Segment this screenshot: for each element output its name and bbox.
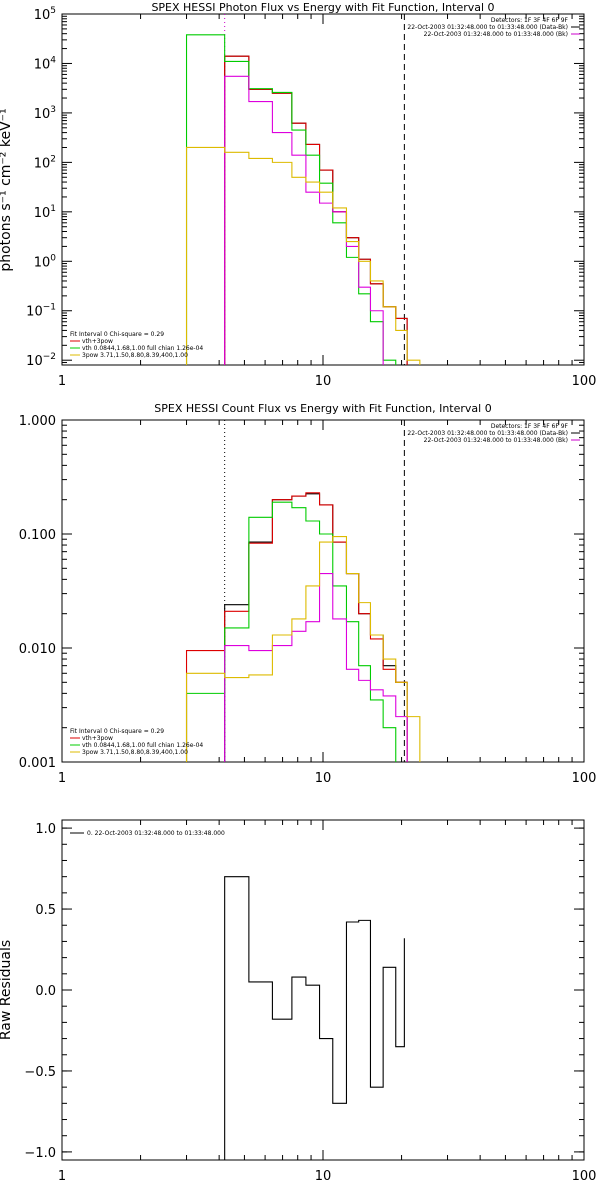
chart-panel-0: SPEX HESSI Photon Flux vs Energy with Fi…: [0, 1, 596, 389]
time-interval-note: 22-Oct-2003 01:32:48.000 to 01:33:48.000…: [407, 430, 568, 437]
y-tick-base: 10: [34, 206, 51, 221]
series-line-0: [224, 876, 405, 1160]
series-line-3: [224, 75, 384, 365]
x-tick-label: 100: [572, 1169, 597, 1184]
y-tick-base: 10: [34, 57, 51, 72]
y-tick-label: 102: [34, 154, 56, 171]
y-tick-label: 0.5: [35, 903, 56, 918]
chart-title: SPEX HESSI Count Flux vs Energy with Fit…: [154, 402, 491, 415]
series-line-0: [224, 55, 408, 365]
fit-legend-entry: vth 0.0844,1.68,1.00 full chian 1.26e-04: [82, 345, 203, 352]
y-tick-base: 10: [34, 255, 51, 270]
time-interval-note: Detectors: 1F 3F 4F 6F 9F: [491, 423, 569, 430]
x-tick-label: 1: [58, 374, 66, 389]
x-tick-label: 1: [58, 1169, 66, 1184]
fit-legend-entry: Fit Interval 0 Chi-square = 0.29: [70, 331, 164, 338]
y-tick-exponent: 3: [50, 105, 56, 115]
y-tick-label: 100: [34, 253, 57, 270]
y-tick-label: 0.100: [19, 528, 56, 543]
fit-legend-entry: vth+3pow: [82, 338, 113, 345]
fit-legend-entry: 0. 22-Oct-2003 01:32:48.000 to 01:33:48.…: [87, 830, 225, 837]
y-tick-label: 1.000: [19, 414, 56, 429]
fit-legend-entry: vth+3pow: [82, 735, 113, 742]
series-line-1: [224, 55, 408, 365]
y-tick-label: −0.5: [24, 1065, 56, 1080]
series-line-2: [185, 501, 397, 762]
y-tick-exponent: 5: [50, 6, 56, 16]
fit-legend-entry: 3pow 3.71,1.50,8.80,8.39,400,1.00: [82, 749, 188, 756]
y-tick-label: 1.0: [35, 822, 56, 837]
chart-panel-2: 1 10 100 1.0 0.5 0.0 −0.5 −1.0 Raw Residuals 0. 2…: [0, 819, 597, 1184]
y-axis: 1.000 0.100 0.010 0.001: [19, 414, 584, 771]
x-tick-label: 10: [315, 1169, 332, 1184]
y-tick-label: −1.0: [24, 1146, 56, 1161]
axis-frame: [61, 419, 585, 763]
y-tick-label: 10−2: [26, 352, 56, 369]
x-axis: 1 10 100: [58, 820, 597, 1184]
time-interval-note: 22-Oct-2003 01:32:48.000 to 01:33:48.000…: [424, 31, 568, 38]
y-axis-label: Raw Residuals: [0, 940, 14, 1040]
y-tick-label: 104: [34, 55, 57, 72]
series-line-4: [185, 146, 421, 365]
axis-frame: [61, 13, 585, 366]
y-tick-base: 10: [26, 354, 43, 369]
y-tick-label: 101: [34, 204, 56, 221]
y-tick-exponent: −2: [43, 352, 56, 362]
chart-panel-1: SPEX HESSI Count Flux vs Energy with Fit…: [19, 402, 597, 786]
y-tick-label: 0.010: [19, 642, 56, 657]
series-line-4: [185, 535, 421, 762]
x-tick-label: 100: [572, 374, 597, 389]
y-tick-base: 10: [26, 305, 43, 320]
y-axis: 1.0 0.5 0.0 −0.5 −1.0: [24, 822, 584, 1161]
y-tick-label: 105: [34, 6, 56, 23]
x-axis: 1 10 100: [58, 14, 597, 389]
y-tick-label: 103: [34, 105, 56, 122]
x-tick-label: 100: [572, 771, 597, 786]
y-tick-label: 0.001: [19, 756, 56, 771]
y-tick-base: 10: [34, 8, 51, 23]
y-axis-label: photons s⁻¹ cm⁻² keV⁻¹: [0, 108, 14, 271]
x-tick-label: 10: [315, 771, 332, 786]
fit-legend-entry: 3pow 3.71,1.50,8.80,8.39,400,1.00: [82, 352, 188, 359]
y-tick-label: 10−1: [26, 303, 56, 320]
series-line-2: [185, 34, 397, 365]
fit-legend-entry: vth 0.0844,1.68,1.00 full chian 1.26e-04: [82, 742, 203, 749]
time-interval-note: 22-Oct-2003 01:32:48.000 to 01:33:48.000…: [407, 24, 568, 31]
x-tick-label: 1: [58, 771, 66, 786]
series-line-3: [224, 572, 408, 762]
time-interval-note: Detectors: 1F 3F 4F 6F 9F: [491, 17, 569, 24]
fit-legend-entry: Fit Interval 0 Chi-square = 0.29: [70, 728, 164, 735]
series-line-0: [224, 493, 408, 762]
y-tick-exponent: 1: [50, 204, 56, 214]
y-tick-exponent: 2: [50, 154, 56, 164]
y-tick-exponent: −1: [43, 303, 56, 313]
y-tick-exponent: 0: [50, 253, 56, 263]
series-line-1: [185, 492, 408, 762]
y-tick-exponent: 4: [50, 55, 56, 65]
chart-title: SPEX HESSI Photon Flux vs Energy with Fi…: [151, 1, 494, 14]
x-tick-label: 10: [315, 374, 332, 389]
y-tick-base: 10: [34, 156, 51, 171]
y-tick-base: 10: [34, 107, 51, 122]
time-interval-note: 22-Oct-2003 01:32:48.000 to 01:33:48.000…: [424, 437, 568, 444]
x-axis: 1 10 100: [58, 420, 597, 786]
y-tick-label: 0.0: [35, 984, 56, 999]
axis-frame: [61, 819, 585, 1161]
